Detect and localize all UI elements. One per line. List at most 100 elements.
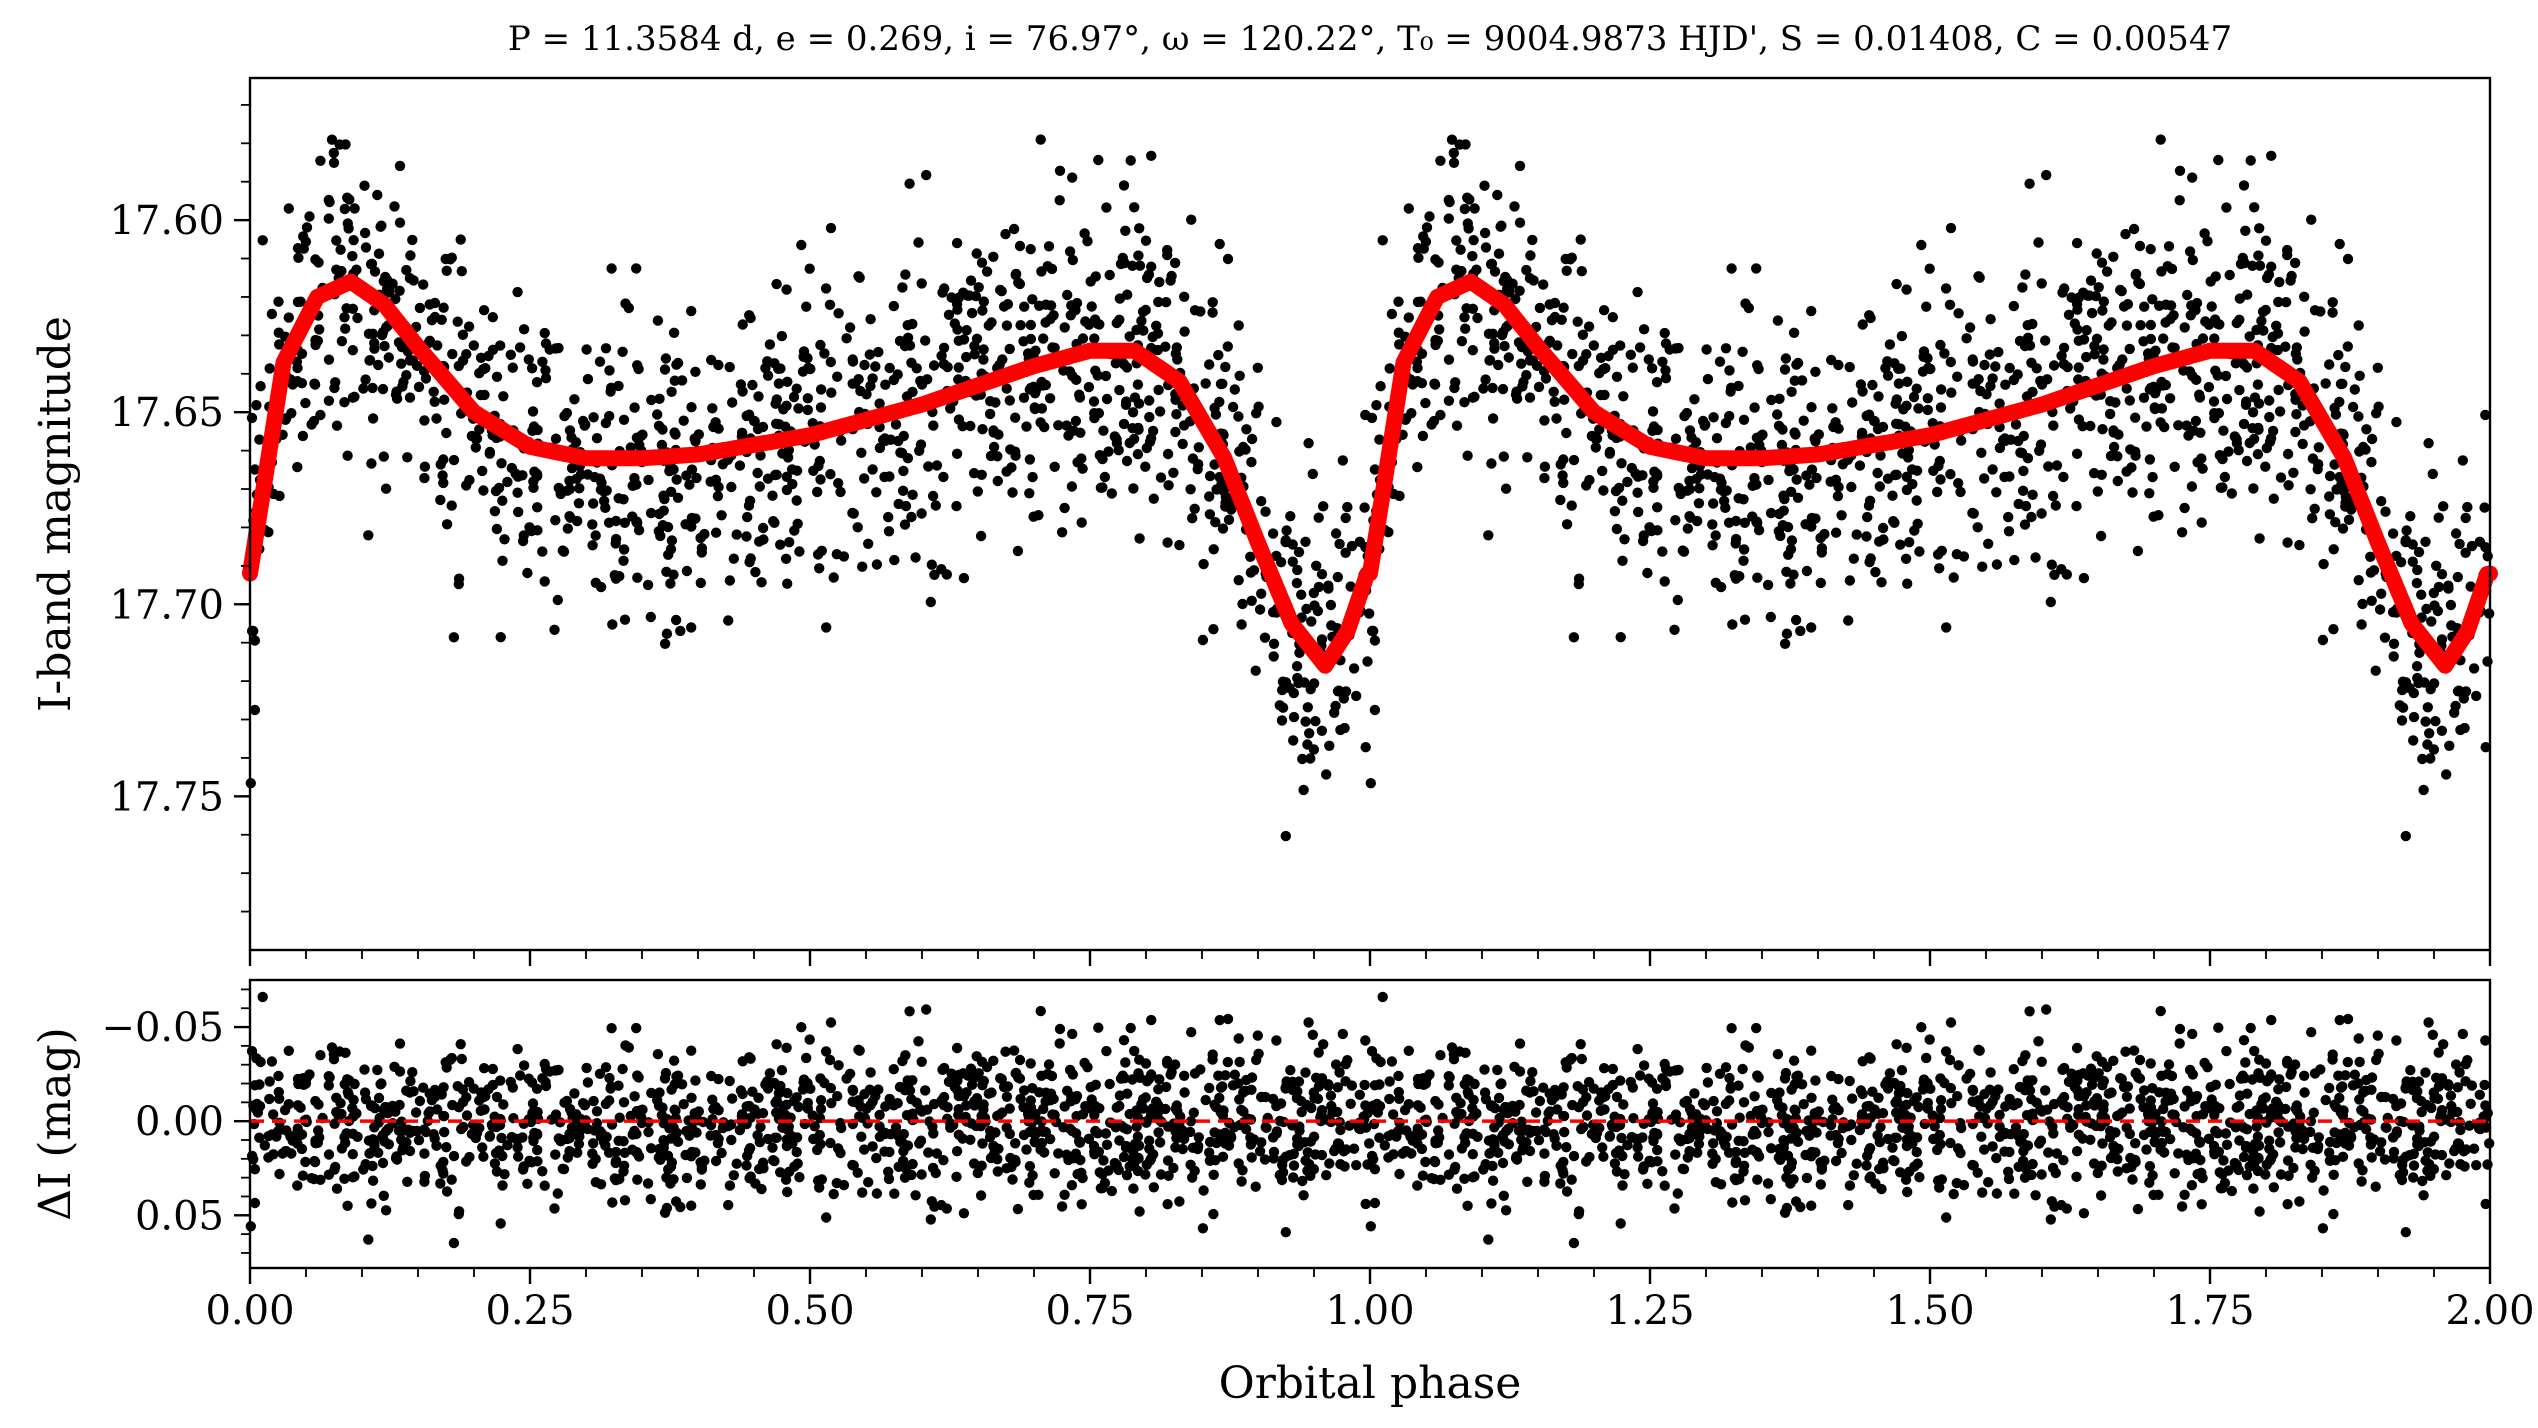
data-point: [2432, 605, 2444, 617]
data-point: [2267, 425, 2279, 437]
residual-point: [1652, 1144, 1663, 1156]
residual-point: [1672, 1188, 1684, 1199]
data-point: [2247, 260, 2258, 271]
residual-point: [1657, 1166, 1668, 1177]
data-point: [1089, 408, 1100, 419]
residual-point: [1788, 1055, 1800, 1066]
data-point: [1884, 339, 1896, 350]
data-point: [1186, 214, 1197, 225]
residual-point: [1306, 1102, 1317, 1114]
residual-point: [1118, 1035, 1130, 1046]
data-point: [780, 553, 792, 564]
data-point: [464, 474, 475, 486]
data-point: [1522, 452, 1533, 463]
residual-point: [1018, 1085, 1030, 1096]
data-point: [2169, 461, 2180, 472]
data-point: [852, 522, 863, 533]
data-point: [695, 532, 706, 544]
residual-point: [1118, 1151, 1130, 1163]
data-point: [1460, 139, 1471, 150]
data-point: [1762, 579, 1774, 591]
residual-point: [2274, 1137, 2286, 1148]
data-point: [728, 553, 739, 564]
data-point: [1830, 527, 1842, 538]
residual-point: [249, 1080, 261, 1091]
residual-point: [1945, 1137, 1956, 1149]
data-point: [1738, 544, 1750, 555]
data-point: [306, 419, 317, 430]
data-point: [2268, 493, 2279, 504]
data-point: [1777, 520, 1789, 531]
data-point: [1412, 461, 1423, 473]
residual-point: [2254, 1072, 2266, 1084]
residual-point: [2209, 1146, 2220, 1158]
data-point: [659, 364, 671, 375]
data-point: [1500, 483, 1512, 494]
data-point: [900, 500, 912, 512]
data-point: [297, 430, 309, 442]
residual-point: [1271, 1035, 1282, 1046]
residual-point: [669, 1104, 680, 1115]
data-point: [1132, 449, 1144, 460]
data-point: [1403, 203, 1415, 214]
data-point: [2324, 509, 2336, 520]
residual-point: [2097, 1080, 2108, 1091]
data-point: [1511, 393, 1523, 404]
residual-point: [871, 1188, 883, 1199]
data-point: [1909, 525, 1920, 536]
residual-point: [2353, 1033, 2364, 1044]
data-point: [2019, 519, 2031, 530]
data-point: [1114, 293, 1126, 304]
data-point: [1622, 476, 1633, 488]
residual-point: [681, 1172, 693, 1184]
data-point: [2280, 297, 2292, 308]
residual-point: [1558, 1110, 1570, 1122]
residual-point: [1955, 1147, 1966, 1159]
data-point: [470, 442, 481, 453]
residual-point: [2480, 1122, 2492, 1133]
data-point: [928, 420, 939, 431]
residual-point: [263, 1130, 274, 1142]
data-point: [1827, 403, 1838, 414]
data-point: [1815, 532, 1826, 544]
data-point: [2174, 195, 2185, 206]
residual-point: [2360, 1124, 2372, 1135]
residual-point: [2460, 1144, 2472, 1155]
data-point: [821, 622, 832, 633]
data-point: [1598, 485, 1609, 496]
data-point: [1874, 536, 1885, 547]
data-point: [590, 530, 601, 541]
data-point: [2419, 677, 2430, 688]
residual-point: [1486, 1198, 1497, 1209]
data-point: [2066, 292, 2077, 303]
residual-point: [737, 1056, 748, 1067]
residual-point: [2010, 1122, 2022, 1133]
residual-point: [1384, 1076, 1395, 1087]
residual-point: [1186, 1027, 1197, 1038]
data-point: [815, 339, 826, 351]
data-point: [1730, 533, 1742, 545]
data-point: [1418, 243, 1430, 254]
data-point: [2132, 545, 2144, 557]
residual-point: [461, 1110, 473, 1121]
data-point: [1417, 430, 1429, 442]
data-point: [659, 493, 670, 505]
residual-point: [2093, 1068, 2104, 1079]
residual-point: [782, 1186, 793, 1198]
data-point: [2218, 425, 2229, 436]
y-tick-label: 17.65: [109, 390, 224, 436]
data-point: [1893, 378, 1905, 389]
data-point: [438, 302, 449, 313]
data-point: [537, 356, 548, 367]
data-point: [880, 379, 891, 390]
data-point: [1007, 487, 1018, 498]
data-point: [2135, 320, 2146, 331]
data-point: [360, 242, 372, 253]
data-point: [2116, 286, 2127, 297]
data-point: [2466, 540, 2478, 552]
data-point: [1730, 515, 1742, 527]
residual-point: [1896, 1065, 1908, 1076]
residual-point: [951, 1171, 962, 1183]
residual-point: [802, 1078, 813, 1089]
data-point: [1527, 355, 1539, 366]
